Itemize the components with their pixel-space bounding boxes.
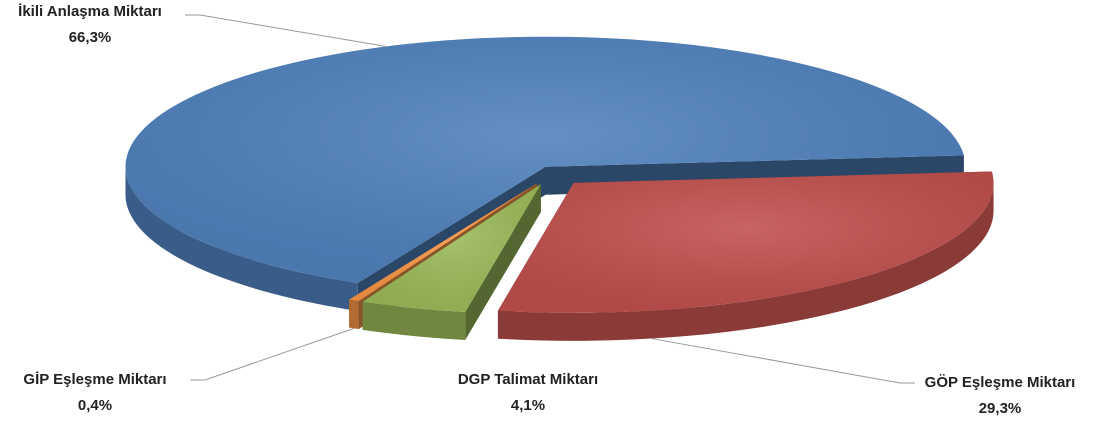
slice-shine (349, 183, 537, 302)
slice-shine (125, 36, 964, 284)
data-label-name: İkili Anlaşma Miktarı (18, 3, 162, 20)
data-label-value: 4,1% (511, 397, 545, 414)
data-label-value: 66,3% (69, 29, 112, 46)
slice-side (125, 166, 358, 312)
leader-line (190, 327, 355, 381)
slice-shine (362, 184, 541, 313)
leader-line (185, 14, 387, 47)
data-label-name: GİP Eşleşme Miktarı (23, 371, 166, 388)
data-label-value: 0,4% (78, 397, 112, 414)
data-label-name: GÖP Eşleşme Miktarı (925, 374, 1076, 391)
slice-side (497, 182, 994, 341)
slice-side (349, 299, 359, 330)
leader-line (651, 338, 915, 384)
data-label-name: DGP Talimat Miktarı (458, 371, 598, 388)
slice-side (362, 301, 466, 341)
data-label-value: 29,3% (979, 400, 1022, 417)
slice-shine (497, 171, 994, 313)
